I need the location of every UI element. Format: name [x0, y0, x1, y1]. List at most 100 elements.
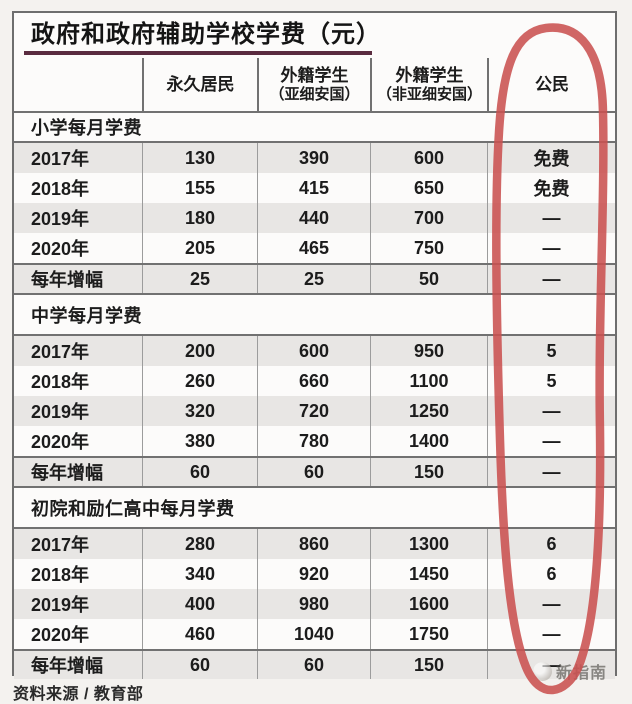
column-header-citizen: 公民	[487, 58, 615, 111]
fee-value: 750	[370, 233, 487, 263]
fee-row: 2017年 200 600 950 5	[14, 336, 615, 366]
fee-value: 1250	[370, 396, 487, 426]
watermark-logo-icon	[533, 661, 552, 681]
fee-value: 860	[257, 529, 370, 559]
row-label: 2017年	[31, 342, 90, 362]
fee-value: 60	[257, 651, 370, 679]
fee-value: 150	[370, 458, 487, 486]
fee-value: 60	[257, 458, 370, 486]
fee-value: 6	[487, 559, 615, 589]
fee-value: 1600	[370, 589, 487, 619]
title-underline	[24, 51, 372, 56]
fee-row: 2019年 400 980 1600—	[14, 589, 615, 619]
column-header-sublabel: （亚细安国）	[269, 85, 360, 103]
watermark: 新指南	[533, 659, 607, 683]
fee-value: 205	[142, 233, 257, 263]
fee-value: —	[487, 233, 615, 263]
fee-value: 150	[370, 651, 487, 679]
row-label: 2019年	[31, 595, 90, 615]
fee-row: 2020年 205 465 750—	[14, 233, 615, 263]
fee-value: 130	[142, 143, 257, 173]
fee-value: —	[487, 458, 615, 486]
fee-value: 440	[257, 203, 370, 233]
fee-value: 390	[257, 143, 370, 173]
fee-value: 400	[142, 589, 257, 619]
fee-value: 1100	[370, 366, 487, 396]
fee-value: 920	[257, 559, 370, 589]
fee-value: 5	[487, 366, 615, 396]
fee-value: 50	[370, 265, 487, 293]
column-header-sublabel: （非亚细安国）	[376, 85, 482, 103]
fee-row: 2018年 155 415 650 免费	[14, 173, 615, 203]
column-header-label: 外籍学生	[280, 66, 349, 86]
watermark-text: 新指南	[556, 665, 608, 682]
fee-row: 2020年 460 1040 1750—	[14, 619, 615, 649]
annual-increase-row: 每年增幅 25 25 50—	[14, 263, 615, 293]
section-title: 中学每月学费	[14, 295, 615, 336]
row-label: 2019年	[31, 402, 90, 422]
row-label: 2017年	[31, 149, 90, 169]
fee-value: 25	[257, 265, 370, 293]
column-header-row: 永久居民 外籍学生 （亚细安国） 外籍学生 （非亚细安国） 公民	[14, 58, 615, 113]
fee-value: 980	[257, 589, 370, 619]
fee-value: 415	[257, 173, 370, 203]
fee-value: 700	[370, 203, 487, 233]
fee-value: 600	[370, 143, 487, 173]
fee-value: 1450	[370, 559, 487, 589]
fee-value: 1300	[370, 529, 487, 559]
fee-row: 2018年 340 920 1450 6	[14, 559, 615, 589]
fee-value: 1750	[370, 619, 487, 649]
fee-value: 780	[257, 426, 370, 456]
title-block: 政府和政府辅助学校学费（元）	[14, 13, 615, 58]
fee-value: 660	[257, 366, 370, 396]
row-label: 2020年	[31, 239, 90, 259]
column-header-pr: 永久居民	[142, 58, 257, 111]
section-title: 初院和励仁高中每月学费	[14, 488, 615, 529]
fee-row: 2017年 280 860 1300 6	[14, 529, 615, 559]
column-header-asean: 外籍学生 （亚细安国）	[257, 58, 370, 111]
row-label: 2018年	[31, 372, 90, 392]
fee-value: —	[487, 265, 615, 293]
fee-value: —	[487, 589, 615, 619]
fee-value: 6	[487, 529, 615, 559]
column-header-empty	[14, 58, 142, 111]
fee-value: 320	[142, 396, 257, 426]
row-label: 每年增幅	[31, 463, 103, 483]
row-label: 每年增幅	[31, 270, 103, 290]
fees-table-card: 政府和政府辅助学校学费（元） 永久居民 外籍学生 （亚细安国） 外籍学生 （非亚…	[12, 11, 617, 679]
fee-value: 免费	[487, 173, 615, 203]
row-label: 2020年	[31, 432, 90, 452]
fee-value: 180	[142, 203, 257, 233]
fee-value: 280	[142, 529, 257, 559]
fee-value: 720	[257, 396, 370, 426]
fee-value: 460	[142, 619, 257, 649]
fee-row: 2017年 130 390 600 免费	[14, 143, 615, 173]
row-label: 2020年	[31, 625, 90, 645]
fee-row: 2020年 380 780 1400—	[14, 426, 615, 456]
fee-value: 950	[370, 336, 487, 366]
fee-value: 600	[257, 336, 370, 366]
page-title: 政府和政府辅助学校学费（元）	[31, 21, 381, 48]
section-title: 小学每月学费	[14, 113, 615, 143]
annual-increase-row: 每年增幅 60 60 150—	[14, 456, 615, 486]
fee-value: 200	[142, 336, 257, 366]
fee-value: 60	[142, 458, 257, 486]
column-header-label: 公民	[535, 74, 569, 94]
fee-value: 155	[142, 173, 257, 203]
fee-value: —	[487, 203, 615, 233]
fee-row: 2018年 260 660 1100 5	[14, 366, 615, 396]
annual-increase-row: 每年增幅 60 60 150—	[14, 649, 615, 679]
row-label: 2017年	[31, 535, 90, 555]
table-sections: 小学每月学费 2017年 130 390 600 免费 2018年 155 415 650 免费 20…	[14, 113, 615, 679]
column-header-label: 永久居民	[166, 74, 235, 94]
fee-value: 1040	[257, 619, 370, 649]
fee-value: 465	[257, 233, 370, 263]
row-label: 2018年	[31, 179, 90, 199]
fee-value: 260	[142, 366, 257, 396]
column-header-nonasean: 外籍学生 （非亚细安国）	[370, 58, 487, 111]
fee-value: —	[487, 426, 615, 456]
fee-section: 小学每月学费 2017年 130 390 600 免费 2018年 155 415 650 免费 20…	[14, 113, 615, 295]
row-label: 2019年	[31, 209, 90, 229]
fee-value: 650	[370, 173, 487, 203]
fee-value: 60	[142, 651, 257, 679]
